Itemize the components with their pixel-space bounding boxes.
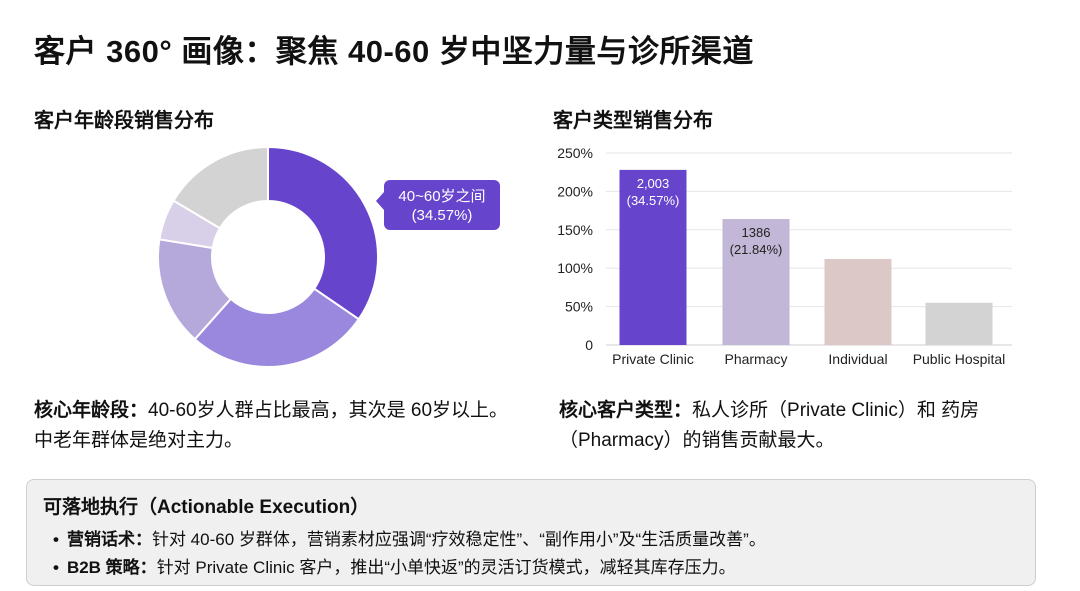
x-tick-label: Private Clinic — [612, 351, 694, 367]
bullet-label: B2B 策略： — [66, 558, 157, 577]
y-tick-label: 0 — [585, 337, 593, 353]
donut-slice-0 — [267, 145, 379, 321]
bar-2 — [824, 258, 892, 345]
bullet-text: 针对 Private Clinic 客户，推出“小单快返”的灵活订货模式，减轻其… — [156, 558, 736, 577]
tooltip-pointer — [376, 192, 384, 210]
y-tick-label: 100% — [557, 260, 593, 276]
x-tick-label: Public Hospital — [913, 351, 1006, 367]
tooltip-value: (34.57%) — [412, 207, 473, 224]
bar-value-label: 2,003 — [637, 176, 670, 191]
customer-type-insight-label: 核心客户类型： — [559, 400, 693, 421]
customer-type-chart-title: 客户类型销售分布 — [553, 110, 713, 132]
x-tick-label: Pharmacy — [724, 351, 787, 367]
bar-0 — [619, 169, 687, 345]
age-insight-text: 40-60岁人群占比最高，其次是 60岁以上。中老年群体是绝对主力。 — [34, 400, 509, 451]
page-title: 客户 360° 画像：聚焦 40-60 岁中坚力量与诊所渠道 — [34, 34, 754, 69]
customer-type-insight: 核心客户类型：私人诊所（Private Clinic）和 药房（Pharmacy… — [559, 396, 1049, 456]
customer-type-insight-text: 私人诊所（Private Clinic）和 药房（Pharmacy）的销售贡献最… — [559, 400, 980, 451]
y-tick-label: 200% — [557, 183, 593, 199]
action-box: 可落地执行（Actionable Execution） • 营销话术：针对 40-… — [26, 479, 1036, 586]
donut-slice-4 — [172, 145, 269, 230]
bullet-text: 针对 40-60 岁群体，营销素材应强调“疗效稳定性”、“副作用小”及“生活质量… — [151, 530, 766, 549]
bar-percent-label: (21.84%) — [730, 242, 783, 257]
bar-value-label: 1386 — [742, 225, 771, 240]
bullet-dot-icon: • — [53, 530, 59, 549]
tooltip-box — [384, 180, 500, 230]
donut-tooltip: 40~60岁之间 (34.57%) — [376, 180, 500, 230]
bullet-dot-icon: • — [53, 558, 59, 577]
donut-slice-1 — [193, 287, 361, 368]
bar-1 — [722, 219, 790, 345]
y-tick-label: 250% — [557, 145, 593, 161]
bullet-label: 营销话术： — [66, 530, 152, 549]
age-donut-chart: 40~60岁之间 (34.57%) — [157, 145, 500, 368]
age-insight-label: 核心年龄段： — [34, 400, 149, 421]
action-bullet: • B2B 策略：针对 Private Clinic 客户，推出“小单快返”的灵活… — [53, 553, 736, 578]
x-tick-label: Individual — [828, 351, 887, 367]
y-tick-label: 50% — [565, 299, 593, 315]
bar-percent-label: (34.57%) — [627, 193, 680, 208]
y-tick-label: 150% — [557, 222, 593, 238]
customer-type-bar-chart: 250% 200% 150% 100% 50% 0 Private Clinic 2,003 (… — [557, 145, 1012, 367]
tooltip-label: 40~60岁之间 — [398, 188, 485, 205]
age-chart-title: 客户年龄段销售分布 — [34, 110, 214, 132]
age-insight: 核心年龄段：40-60岁人群占比最高，其次是 60岁以上。中老年群体是绝对主力。 — [34, 396, 514, 456]
action-bullet: • 营销话术：针对 40-60 岁群体，营销素材应强调“疗效稳定性”、“副作用小”… — [53, 525, 766, 550]
action-title: 可落地执行（Actionable Execution） — [43, 497, 370, 518]
bar-3 — [925, 302, 993, 345]
